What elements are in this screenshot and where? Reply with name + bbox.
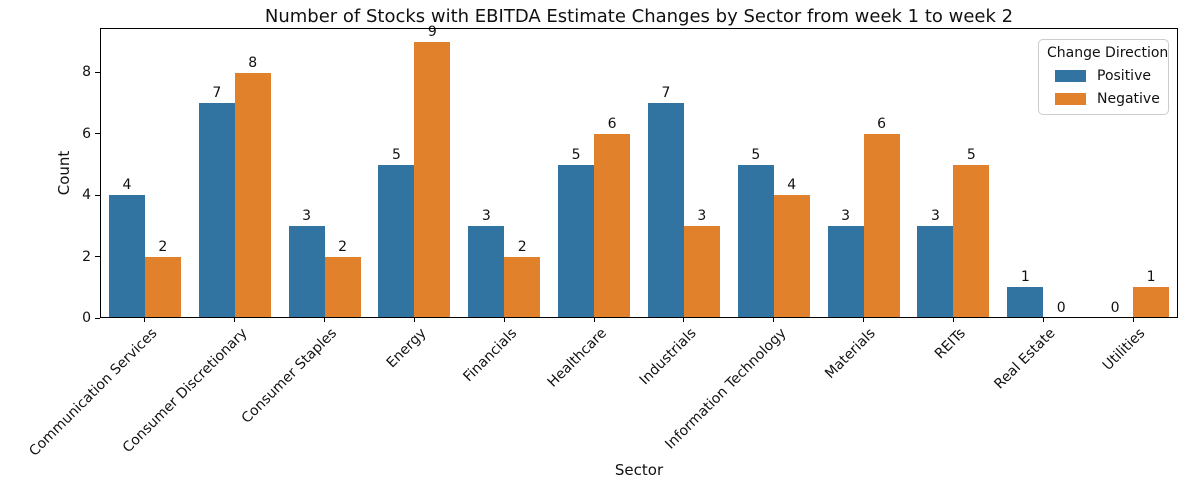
bar-negative-industrials — [683, 225, 720, 318]
spine-top — [100, 28, 1178, 29]
y-tick-label: 0 — [82, 310, 91, 326]
y-tick-label: 8 — [82, 64, 91, 81]
x-tick-mark — [1042, 318, 1044, 322]
bar-positive-information-technology — [737, 164, 774, 318]
x-tick-mark — [952, 318, 954, 322]
legend-item-positive: Positive — [1047, 68, 1160, 84]
bar-negative-materials — [863, 133, 900, 318]
bar-negative-communication-services — [144, 256, 181, 318]
spine-right — [1177, 28, 1178, 318]
legend-items: Positive Negative — [1047, 68, 1160, 107]
bar-negative-information-technology — [773, 195, 810, 318]
y-tick-mark — [95, 194, 100, 196]
bar-label-negative-utilities: 1 — [1146, 269, 1156, 286]
y-tick-label: 2 — [82, 248, 91, 265]
y-tick-mark — [95, 256, 100, 258]
bar-label-positive-reits: 3 — [930, 207, 940, 224]
bar-label-negative-industrials: 3 — [697, 207, 707, 224]
x-tick-label-materials: Materials — [822, 325, 880, 382]
bar-negative-reits — [953, 164, 990, 318]
bar-label-positive-energy: 5 — [391, 146, 401, 163]
bar-positive-healthcare — [558, 164, 595, 318]
spine-bottom — [100, 317, 1178, 318]
bar-negative-financials — [504, 256, 541, 318]
x-tick-label-energy: Energy — [384, 325, 431, 372]
bar-label-negative-materials: 6 — [877, 115, 887, 132]
x-tick-label-industrials: Industrials — [636, 325, 700, 389]
chart-title: Number of Stocks with EBITDA Estimate Ch… — [264, 6, 1014, 27]
bar-label-positive-information-technology: 5 — [751, 146, 761, 163]
bar-label-positive-industrials: 7 — [661, 85, 671, 102]
bar-positive-materials — [827, 225, 864, 318]
x-tick-mark — [144, 318, 146, 322]
bar-label-positive-utilities: 0 — [1110, 300, 1120, 316]
y-tick-label: 6 — [82, 125, 91, 142]
bar-label-negative-communication-services: 2 — [158, 238, 168, 255]
bar-positive-communication-services — [108, 195, 145, 318]
legend-item-negative: Negative — [1047, 91, 1160, 107]
bar-label-negative-consumer-discretionary: 8 — [248, 54, 258, 71]
bar-negative-utilities — [1133, 287, 1169, 318]
bar-negative-consumer-staples — [324, 256, 361, 318]
x-tick-mark — [863, 318, 865, 322]
x-tick-label-healthcare: Healthcare — [544, 325, 610, 391]
bar-label-positive-real-estate: 1 — [1020, 269, 1030, 286]
bar-label-negative-real-estate: 0 — [1056, 300, 1066, 316]
bar-label-negative-energy: 9 — [427, 23, 437, 40]
legend-title: Change Direction — [1047, 45, 1169, 61]
y-tick-mark — [95, 317, 100, 319]
x-tick-mark — [593, 318, 595, 322]
bar-label-positive-consumer-discretionary: 7 — [212, 85, 222, 102]
x-tick-mark — [503, 318, 505, 322]
spine-left — [100, 28, 101, 318]
legend-item-label-negative: Negative — [1097, 91, 1160, 107]
bar-label-negative-healthcare: 6 — [607, 115, 617, 132]
bar-label-negative-consumer-staples: 2 — [338, 238, 348, 255]
legend-swatch-negative — [1055, 93, 1086, 105]
bar-positive-consumer-discretionary — [198, 103, 235, 318]
bar-label-negative-financials: 2 — [517, 238, 527, 255]
bar-label-negative-reits: 5 — [966, 146, 976, 163]
bar-positive-energy — [378, 164, 415, 318]
bar-positive-real-estate — [1007, 287, 1044, 318]
bar-positive-reits — [917, 225, 954, 318]
x-tick-mark — [683, 318, 685, 322]
plot-area: 4 2 7 8 3 2 5 9 3 2 5 6 7 3 5 4 3 6 3 5 1 0 0 1 — [100, 23, 1178, 318]
bar-negative-healthcare — [594, 133, 630, 318]
legend-swatch-positive — [1055, 70, 1086, 82]
x-tick-label-financials: Financials — [460, 325, 520, 386]
x-tick-mark — [1132, 318, 1134, 322]
y-tick-mark — [95, 71, 100, 73]
bar-negative-energy — [414, 41, 451, 318]
bar-label-positive-healthcare: 5 — [571, 146, 581, 163]
x-tick-mark — [324, 318, 326, 322]
x-tick-mark — [413, 318, 415, 322]
y-tick-mark — [95, 133, 100, 135]
x-tick-mark — [234, 318, 236, 322]
bar-negative-consumer-discretionary — [234, 72, 271, 318]
bar-label-negative-information-technology: 4 — [787, 177, 797, 194]
bar-positive-industrials — [647, 103, 684, 318]
x-tick-label-consumer-staples: Consumer Staples — [238, 325, 341, 427]
bar-positive-consumer-staples — [288, 225, 325, 318]
bar-label-positive-financials: 3 — [481, 207, 491, 224]
x-tick-label-reits: REITs — [932, 325, 970, 363]
x-tick-label-utilities: Utilities — [1100, 325, 1149, 374]
x-tick-mark — [773, 318, 775, 322]
bar-label-positive-materials: 3 — [841, 207, 851, 224]
bar-label-positive-communication-services: 4 — [122, 177, 132, 194]
legend-item-label-positive: Positive — [1097, 68, 1151, 84]
y-tick-label: 4 — [82, 187, 91, 204]
bar-label-positive-consumer-staples: 3 — [302, 207, 312, 224]
legend: Change Direction Positive Negative — [1038, 39, 1169, 115]
x-tick-label-real-estate: Real Estate — [991, 325, 1059, 393]
bar-positive-financials — [468, 225, 505, 318]
x-axis-label: Sector — [614, 461, 664, 479]
